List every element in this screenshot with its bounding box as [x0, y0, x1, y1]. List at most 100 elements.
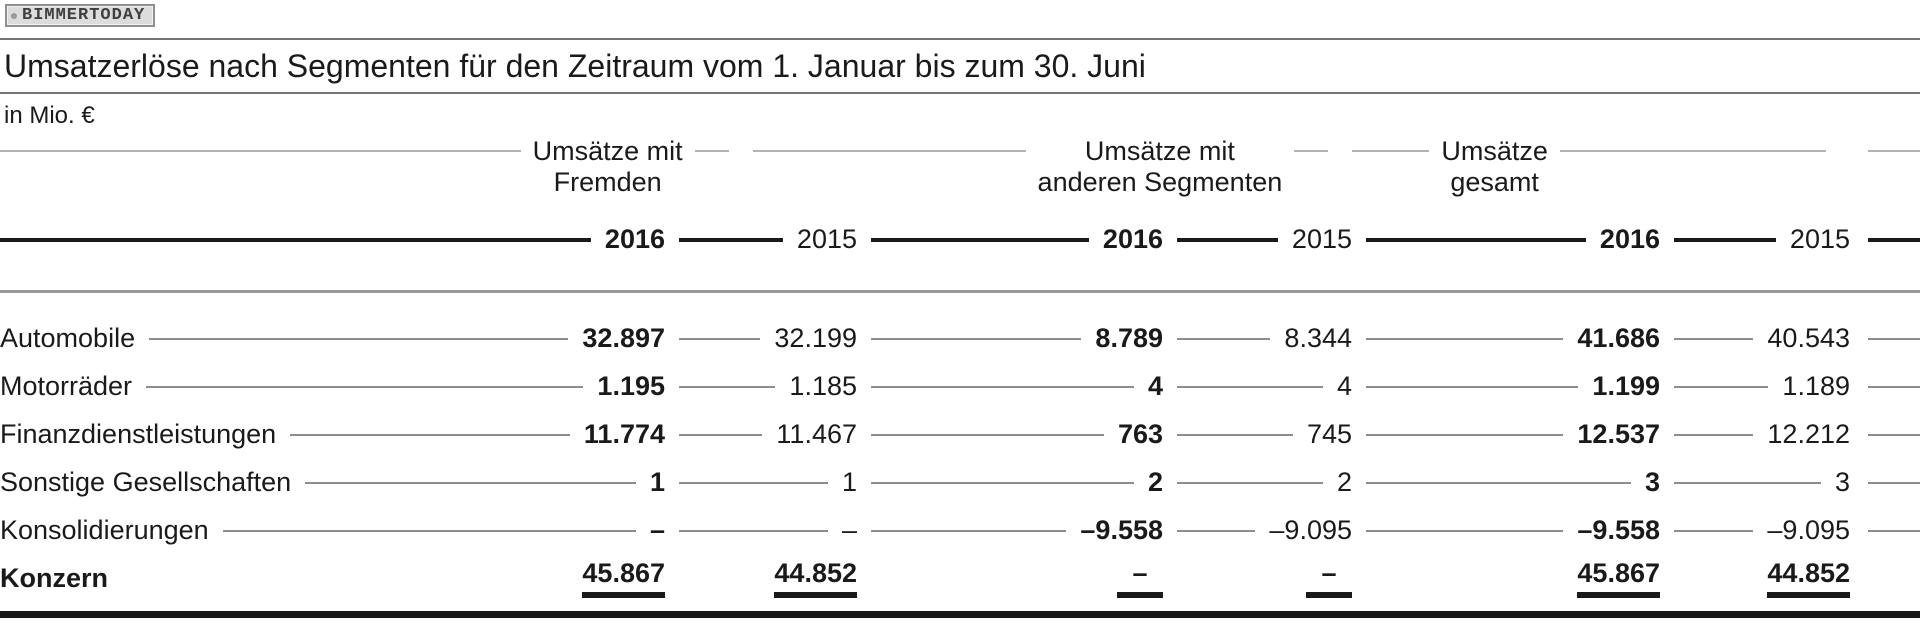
value-segmente-2015: 2: [1336, 466, 1352, 497]
group-label-line1: Umsätze mit: [532, 136, 683, 166]
year-2016: 2016: [604, 223, 665, 254]
leader-line: [679, 530, 828, 532]
year-2016: 2016: [1102, 223, 1163, 254]
group-label-andere-segmente: Umsätze mit anderen Segmenten: [1038, 136, 1283, 198]
value-segmente-2015: –: [1306, 558, 1352, 598]
table-row-finanzdienstleistungen: Finanzdienstleistungen 11.774 11.467 763…: [0, 410, 1920, 458]
value-segmente-2016: –9.558: [1080, 514, 1163, 545]
value-gesamt-2015: –9.095: [1767, 514, 1850, 545]
table-body: Automobile 32.897 32.199 8.789 8.344 41.…: [0, 314, 1920, 602]
value-gesamt-2016: 41.686: [1577, 322, 1660, 353]
leader-line: [1674, 530, 1754, 532]
leader-line: [1177, 434, 1293, 436]
leader-line: [694, 150, 729, 152]
leader-line: [1366, 482, 1631, 484]
bottom-border-bar: [0, 611, 1920, 618]
leader-line: [1177, 482, 1323, 484]
leader-line: [1674, 386, 1769, 388]
leader-line: [871, 530, 1067, 532]
value-gesamt-2016: 12.537: [1577, 418, 1660, 449]
leader-line: [1559, 150, 1827, 152]
group-label-line1: Umsätze mit: [1084, 136, 1235, 166]
group-label-line2: anderen Segmenten: [1037, 167, 1283, 197]
leader-line: [149, 338, 440, 340]
leader-line: [679, 482, 828, 484]
table-row-motorraeder: Motorräder 1.195 1.185 4 4 1.199 1.189: [0, 362, 1920, 410]
row-label: Konzern: [0, 562, 108, 593]
value-segmente-2016: 8.789: [1095, 322, 1163, 353]
year-cell-fremde-2015: 2015: [665, 218, 857, 260]
leader-line: [1177, 238, 1278, 242]
leader-line: [1177, 338, 1271, 340]
leader-line: [1366, 386, 1579, 388]
value-fremde-2015: 1: [841, 466, 857, 497]
leader-line: [1868, 150, 1920, 152]
leader-line: [1177, 386, 1323, 388]
leader-line: [440, 482, 636, 484]
row-label: Finanzdienstleistungen: [0, 418, 277, 449]
year-cell-gesamt-2016: 2016: [1352, 218, 1660, 260]
leader-line: [440, 386, 584, 388]
leader-line: [1674, 338, 1754, 340]
leader-line: [222, 530, 440, 532]
year-row-tail-cell: [1850, 218, 1920, 260]
year-2015: 2015: [796, 223, 857, 254]
value-fremde-2015: –: [841, 514, 857, 545]
value-segmente-2015: 8.344: [1284, 322, 1352, 353]
divider-under-years: [0, 290, 1920, 293]
leader-line: [679, 238, 783, 242]
leader-line: [679, 338, 761, 340]
leader-line: [1868, 482, 1920, 484]
leader-line: [1868, 434, 1920, 436]
year-cell-segmente-2015: 2015: [1163, 218, 1352, 260]
row-label: Motorräder: [0, 370, 133, 401]
value-segmente-2015: 4: [1336, 370, 1352, 401]
value-segmente-2015: –9.095: [1269, 514, 1352, 545]
leader-line: [0, 150, 521, 152]
unit-label: in Mio. €: [4, 102, 95, 129]
group-label-line2: Fremden: [553, 167, 662, 197]
leader-line: [440, 530, 636, 532]
column-group-header: Umsätze mit Fremden Umsätze mit anderen …: [0, 136, 1920, 198]
value-gesamt-2016: 3: [1644, 466, 1660, 497]
leader-line: [1366, 238, 1586, 242]
value-fremde-2016: –: [649, 514, 665, 545]
group-label-line2: gesamt: [1450, 167, 1539, 197]
year-2015: 2015: [1291, 223, 1352, 254]
divider-top: [0, 38, 1920, 40]
leader-line: [871, 482, 1134, 484]
table-row-sonstige-gesellschaften: Sonstige Gesellschaften 1 1 2 2 3 3: [0, 458, 1920, 506]
year-cell-gesamt-2015: 2015: [1660, 218, 1850, 260]
leader-line: [871, 338, 1082, 340]
leader-line: [1868, 530, 1920, 532]
badge-label: BIMMERTODAY: [22, 6, 146, 25]
year-row-label-cell: [0, 218, 440, 260]
value-gesamt-2015: 40.543: [1767, 322, 1850, 353]
leader-line: [1294, 150, 1329, 152]
bimmertoday-watermark: BIMMERTODAY: [5, 4, 156, 27]
value-gesamt-2015: 3: [1834, 466, 1850, 497]
leader-line: [290, 434, 440, 436]
leader-line: [1868, 238, 1920, 242]
year-2015: 2015: [1789, 223, 1850, 254]
leader-line: [1674, 238, 1776, 242]
value-gesamt-2016: 1.199: [1592, 370, 1660, 401]
value-gesamt-2015: 44.852: [1767, 558, 1850, 598]
leader-line: [1868, 386, 1920, 388]
value-fremde-2015: 32.199: [774, 322, 857, 353]
leader-line: [1674, 434, 1754, 436]
table-row-konzern-total: Konzern 45.867 44.852 – – 45.867 44.852: [0, 554, 1920, 602]
leader-line: [752, 150, 1026, 152]
value-fremde-2016: 45.867: [582, 558, 665, 598]
value-segmente-2015: 745: [1306, 418, 1352, 449]
leader-line: [146, 386, 440, 388]
value-segmente-2016: –: [1117, 558, 1163, 598]
value-segmente-2016: 763: [1117, 418, 1163, 449]
leader-line: [1868, 338, 1920, 340]
year-cell-fremde-2016: 2016: [440, 218, 665, 260]
group-label-fremden: Umsätze mit Fremden: [533, 136, 683, 198]
leader-line: [679, 434, 763, 436]
value-gesamt-2016: –9.558: [1577, 514, 1660, 545]
value-fremde-2015: 11.467: [776, 418, 857, 449]
